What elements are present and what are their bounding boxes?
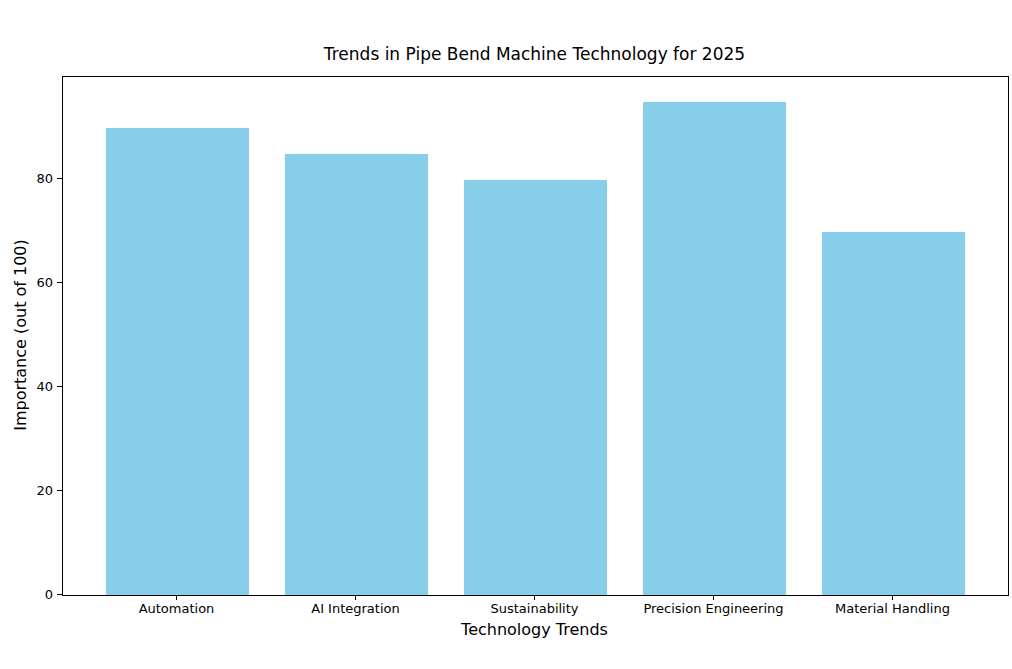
y-tick-label: 80 xyxy=(0,171,53,186)
plot-area xyxy=(62,76,1009,596)
y-tick-label: 20 xyxy=(0,483,53,498)
x-tick-mark xyxy=(176,595,177,600)
bar-chart-figure: Trends in Pipe Bend Machine Technology f… xyxy=(0,0,1012,669)
bar-slot xyxy=(446,77,625,595)
y-tick-mark xyxy=(57,594,62,595)
bar-ai-integration xyxy=(285,154,428,595)
y-tick-label: 40 xyxy=(0,379,53,394)
bars-container xyxy=(63,77,1008,595)
y-tick-label: 0 xyxy=(0,587,53,602)
y-axis-label: Importance (out of 100) xyxy=(11,239,30,431)
x-tick-mark xyxy=(355,595,356,600)
x-tick-mark xyxy=(534,595,535,600)
y-tick-label: 60 xyxy=(0,275,53,290)
x-axis-label: Technology Trends xyxy=(62,620,1007,639)
bar-slot xyxy=(804,77,983,595)
bar-slot xyxy=(267,77,446,595)
bar-slot xyxy=(88,77,267,595)
x-tick-label-sustainability: Sustainability xyxy=(435,601,635,616)
x-tick-mark xyxy=(713,595,714,600)
x-tick-mark xyxy=(892,595,893,600)
bar-precision-engineering xyxy=(643,102,786,595)
x-tick-label-precision-engineering: Precision Engineering xyxy=(614,601,814,616)
y-tick-mark xyxy=(57,490,62,491)
bar-automation xyxy=(106,128,249,595)
x-tick-label-ai-integration: AI Integration xyxy=(256,601,456,616)
bar-sustainability xyxy=(464,180,607,595)
y-tick-mark xyxy=(57,282,62,283)
bar-material-handling xyxy=(822,232,965,596)
bar-slot xyxy=(625,77,804,595)
y-tick-mark xyxy=(57,386,62,387)
x-tick-label-automation: Automation xyxy=(77,601,277,616)
x-tick-label-material-handling: Material Handling xyxy=(793,601,993,616)
chart-title: Trends in Pipe Bend Machine Technology f… xyxy=(62,44,1007,64)
y-tick-mark xyxy=(57,178,62,179)
